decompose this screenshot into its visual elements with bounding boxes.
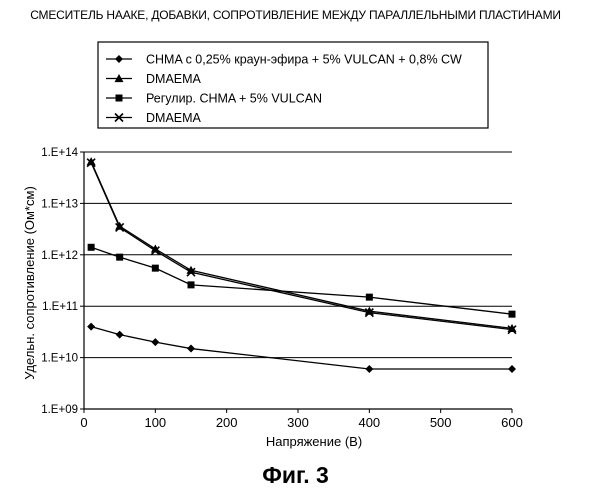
y-axis-label: Удельн. сопротивление (Ом*см) [22,186,37,380]
y-tick-label: 1.E+14 [41,147,78,159]
series-line-2 [91,162,512,329]
data-point-series-3 [509,311,516,318]
y-tick-label: 1.E+12 [41,250,78,262]
x-tick-label: 500 [430,415,452,430]
legend: CHMA с 0,25% краун-эфира + 5% VULCAN + 0… [106,53,462,126]
axes [80,152,512,413]
data-point-series-1 [87,323,95,331]
x-tick-label: 400 [358,415,380,430]
x-tick-label: 100 [144,415,166,430]
data-point-series-1 [365,365,373,373]
x-tick-label: 600 [501,415,523,430]
data-point-series-3 [188,281,195,288]
data-point-series-1 [116,331,124,339]
series-line-3 [91,247,512,314]
y-tick-label: 1.E+13 [41,198,78,210]
legend-label: CHMA с 0,25% краун-эфира + 5% VULCAN + 0… [146,53,462,67]
data-point-series-3 [116,254,123,261]
legend-label: Регулир. CHMA + 5% VULCAN [146,92,322,106]
legend-label: DMAEMA [146,72,202,86]
y-tick-label: 1.E+11 [42,301,78,313]
data-point-series-1 [187,345,195,353]
x-tick-label: 0 [80,415,87,430]
x-tick-label: 200 [216,415,238,430]
tick-labels: 1.E+09 1.E+10 1.E+11 1.E+12 1.E+13 1.E+14 0 100… [41,147,523,430]
y-tick-label: 1.E+09 [41,404,78,416]
data-point-series-1 [508,365,516,373]
series-line-4 [91,163,512,330]
series-line-1 [91,327,512,369]
x-tick-label: 300 [287,415,309,430]
data-point-series-3 [152,265,159,272]
grid-lines [84,152,512,358]
legend-marker [116,95,123,102]
x-axis-label: Напряжение (В) [266,434,362,449]
figure-caption: Фиг. 3 [0,462,591,489]
data-point-series-1 [151,338,159,346]
series-layer [87,157,517,373]
legend-label: DMAEMA [146,111,202,125]
data-point-series-3 [366,294,373,301]
legend-marker [115,55,123,63]
y-tick-label: 1.E+10 [41,353,78,365]
data-point-series-3 [88,244,95,251]
